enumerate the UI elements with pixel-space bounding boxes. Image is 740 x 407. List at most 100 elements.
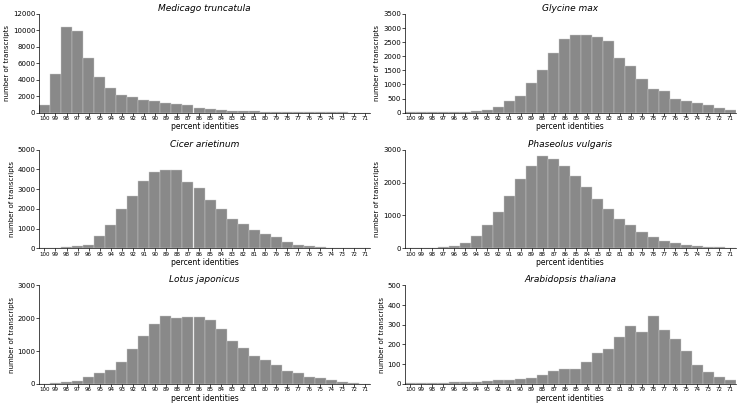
Bar (105, 225, 116, 248)
Bar (183, 182, 193, 248)
Bar (149, 101, 161, 113)
Bar (526, 166, 537, 248)
Bar (548, 371, 559, 384)
Bar (648, 316, 659, 384)
Bar (636, 232, 648, 248)
Bar (614, 58, 625, 113)
Bar (348, 383, 359, 384)
Bar (437, 247, 448, 248)
Bar (105, 88, 116, 113)
Bar (571, 369, 581, 384)
Bar (526, 83, 537, 113)
Bar (625, 66, 636, 113)
Bar (581, 35, 592, 113)
Bar (493, 107, 504, 113)
Bar (83, 245, 94, 248)
Bar (703, 247, 714, 248)
Bar (249, 112, 260, 113)
Bar (515, 379, 526, 384)
Bar (315, 247, 326, 248)
Y-axis label: number of transcripts: number of transcripts (9, 297, 15, 373)
Bar (315, 379, 326, 384)
Bar (193, 108, 204, 113)
Bar (548, 160, 559, 248)
Bar (416, 112, 427, 113)
Bar (670, 99, 681, 113)
Bar (437, 383, 448, 384)
Bar (559, 166, 571, 248)
Bar (571, 35, 581, 113)
Y-axis label: number of transcripts: number of transcripts (374, 25, 380, 101)
Bar (460, 112, 471, 113)
Bar (581, 188, 592, 248)
Bar (603, 350, 614, 384)
Bar (138, 181, 149, 248)
Bar (172, 318, 183, 384)
Bar (448, 383, 460, 384)
Bar (471, 236, 482, 248)
Y-axis label: number of transcripts: number of transcripts (374, 161, 380, 237)
Bar (592, 353, 603, 384)
Bar (659, 330, 670, 384)
Bar (571, 176, 581, 248)
Bar (183, 317, 193, 384)
Bar (304, 246, 315, 248)
Bar (83, 377, 94, 384)
Bar (625, 225, 636, 248)
Bar (692, 365, 703, 384)
Bar (625, 326, 636, 384)
Y-axis label: number of transcripts: number of transcripts (379, 297, 385, 373)
Bar (659, 241, 670, 248)
Bar (249, 357, 260, 384)
Bar (448, 112, 460, 113)
Bar (670, 243, 681, 248)
Bar (493, 212, 504, 248)
Bar (116, 94, 127, 113)
Bar (50, 74, 61, 113)
Title: Medicago truncatula: Medicago truncatula (158, 4, 251, 13)
Bar (249, 230, 260, 248)
Bar (482, 381, 493, 384)
Bar (537, 375, 548, 384)
Bar (293, 374, 304, 384)
Bar (614, 219, 625, 248)
Bar (692, 103, 703, 113)
Bar (61, 247, 72, 248)
Bar (471, 111, 482, 113)
Bar (161, 103, 172, 113)
Bar (304, 112, 315, 113)
Bar (149, 324, 161, 384)
Bar (326, 381, 337, 384)
Bar (72, 31, 83, 113)
Bar (515, 96, 526, 113)
Bar (427, 383, 437, 384)
X-axis label: percent identities: percent identities (171, 394, 238, 403)
Bar (238, 111, 249, 113)
Bar (204, 320, 215, 384)
Bar (226, 111, 238, 113)
Bar (260, 112, 271, 113)
Bar (116, 209, 127, 248)
Bar (703, 105, 714, 113)
Bar (648, 89, 659, 113)
Bar (405, 383, 416, 384)
Bar (427, 112, 437, 113)
Bar (614, 337, 625, 384)
Title: Arabidopsis thaliana: Arabidopsis thaliana (524, 276, 616, 284)
Bar (138, 336, 149, 384)
Bar (460, 382, 471, 384)
Bar (215, 329, 226, 384)
Bar (72, 381, 83, 384)
Bar (548, 53, 559, 113)
Bar (537, 156, 548, 248)
Title: Lotus japonicus: Lotus japonicus (169, 276, 240, 284)
Y-axis label: number of transcripts: number of transcripts (4, 25, 10, 101)
X-axis label: percent identities: percent identities (536, 394, 604, 403)
Bar (61, 27, 72, 113)
Bar (282, 371, 293, 384)
Bar (603, 41, 614, 113)
Bar (138, 100, 149, 113)
Title: Glycine max: Glycine max (542, 4, 598, 13)
Bar (681, 245, 692, 248)
Bar (592, 37, 603, 113)
